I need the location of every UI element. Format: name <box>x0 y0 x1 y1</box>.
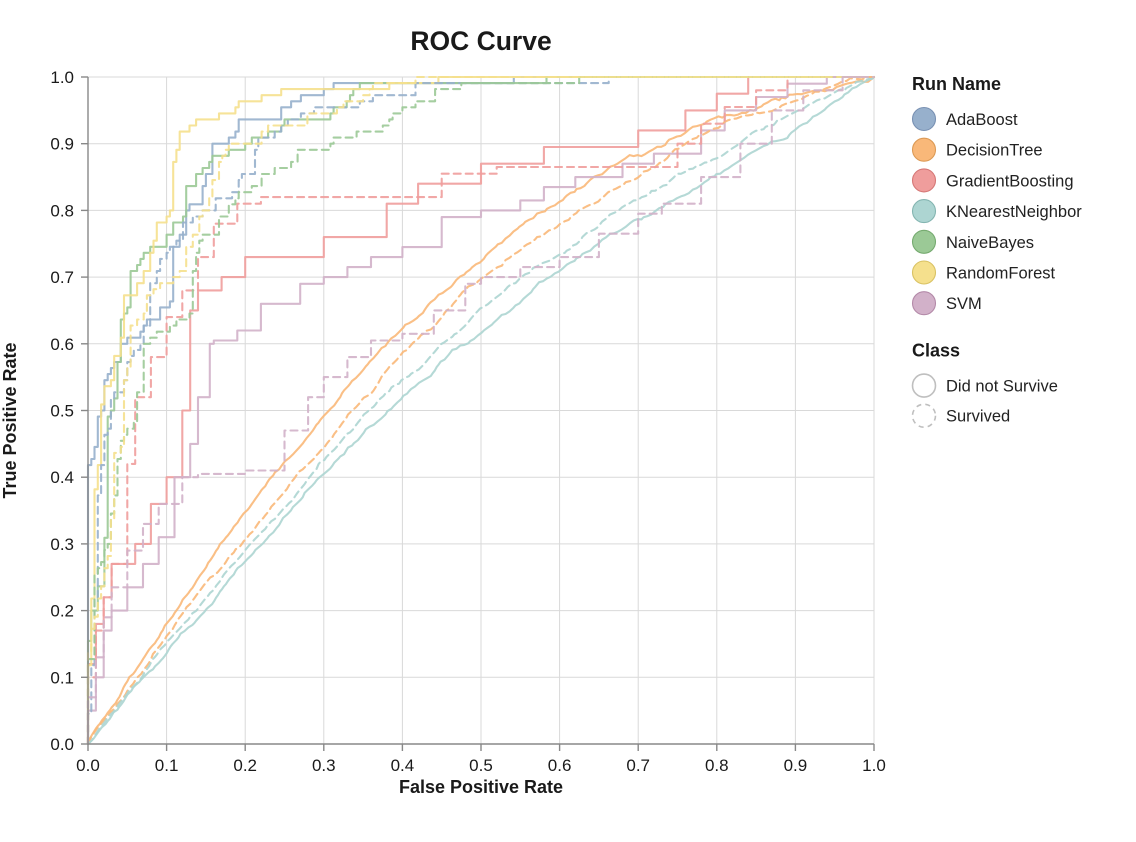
svg-text:0.5: 0.5 <box>469 756 493 775</box>
svg-text:Class: Class <box>912 340 960 360</box>
svg-text:0.1: 0.1 <box>50 668 74 687</box>
svg-text:SVM: SVM <box>946 295 982 313</box>
svg-text:1.0: 1.0 <box>50 68 74 87</box>
svg-text:0.0: 0.0 <box>76 756 100 775</box>
svg-text:0.9: 0.9 <box>784 756 808 775</box>
svg-text:0.3: 0.3 <box>50 535 74 554</box>
svg-text:0.2: 0.2 <box>50 602 74 621</box>
svg-text:0.8: 0.8 <box>50 201 74 220</box>
svg-text:0.0: 0.0 <box>50 735 74 754</box>
svg-text:0.3: 0.3 <box>312 756 336 775</box>
svg-text:0.6: 0.6 <box>548 756 572 775</box>
svg-text:0.7: 0.7 <box>626 756 650 775</box>
svg-text:0.5: 0.5 <box>50 402 74 421</box>
svg-text:Did not Survive: Did not Survive <box>946 378 1058 396</box>
svg-text:0.1: 0.1 <box>155 756 179 775</box>
svg-text:0.8: 0.8 <box>705 756 729 775</box>
svg-text:KNearestNeighbor: KNearestNeighbor <box>946 203 1082 221</box>
svg-text:Run Name: Run Name <box>912 74 1001 94</box>
svg-text:0.4: 0.4 <box>391 756 415 775</box>
svg-text:NaiveBayes: NaiveBayes <box>946 234 1034 252</box>
svg-text:GradientBoosting: GradientBoosting <box>946 172 1074 190</box>
svg-text:0.6: 0.6 <box>50 335 74 354</box>
svg-text:0.9: 0.9 <box>50 135 74 154</box>
svg-text:0.7: 0.7 <box>50 268 74 287</box>
svg-text:1.0: 1.0 <box>862 756 886 775</box>
svg-text:AdaBoost: AdaBoost <box>946 111 1018 129</box>
svg-text:0.2: 0.2 <box>233 756 257 775</box>
svg-text:RandomForest: RandomForest <box>946 265 1056 283</box>
svg-text:DecisionTree: DecisionTree <box>946 142 1043 160</box>
svg-text:0.4: 0.4 <box>50 468 74 487</box>
svg-text:Survived: Survived <box>946 408 1010 426</box>
